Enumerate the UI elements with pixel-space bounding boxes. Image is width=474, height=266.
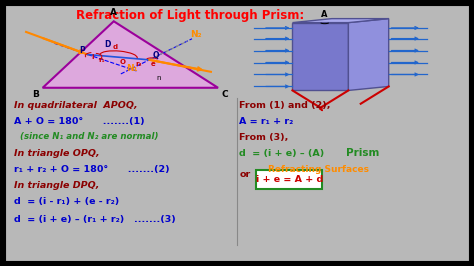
Text: N₁: N₁	[126, 64, 137, 73]
Text: i + e = A + d: i + e = A + d	[255, 175, 323, 184]
Text: (since N₁ and N₂ are normal): (since N₁ and N₂ are normal)	[17, 132, 158, 141]
Text: d: d	[112, 44, 118, 50]
Text: In quadrilateral  APOQ,: In quadrilateral APOQ,	[14, 101, 138, 110]
Text: A + O = 180°      .......(1): A + O = 180° .......(1)	[14, 117, 145, 126]
Text: A: A	[321, 10, 328, 19]
Text: In triangle OPQ,: In triangle OPQ,	[14, 149, 100, 158]
Text: r₁: r₁	[98, 57, 105, 63]
Text: e: e	[151, 61, 156, 67]
Text: O: O	[120, 59, 126, 65]
Text: n: n	[156, 75, 161, 81]
Text: Prism: Prism	[346, 148, 379, 158]
Text: From (3),: From (3),	[239, 133, 289, 142]
Text: From (1) and (2),: From (1) and (2),	[239, 101, 331, 110]
Polygon shape	[292, 19, 389, 23]
FancyBboxPatch shape	[256, 170, 322, 189]
Polygon shape	[292, 23, 348, 90]
Text: A = r₁ + r₂: A = r₁ + r₂	[239, 117, 293, 126]
Text: A: A	[110, 8, 117, 17]
Text: d  = (i + e) – (r₁ + r₂)   .......(3): d = (i + e) – (r₁ + r₂) .......(3)	[14, 215, 176, 224]
Text: B: B	[32, 90, 39, 99]
Text: D: D	[104, 40, 110, 49]
Text: r₁ + r₂ + O = 180°      .......(2): r₁ + r₂ + O = 180° .......(2)	[14, 165, 170, 174]
Text: or: or	[239, 170, 251, 179]
Polygon shape	[43, 21, 218, 88]
Text: i: i	[91, 54, 94, 60]
Text: Refraction of Light through Prism:: Refraction of Light through Prism:	[76, 9, 304, 22]
Text: r₂: r₂	[135, 61, 142, 68]
Text: P: P	[79, 46, 85, 55]
Text: Refracting Surfaces: Refracting Surfaces	[268, 165, 369, 174]
Polygon shape	[348, 19, 389, 90]
Text: d  = (i + e) – (A): d = (i + e) – (A)	[239, 149, 325, 158]
Text: d  = (i - r₁) + (e - r₂): d = (i - r₁) + (e - r₂)	[14, 197, 119, 206]
Text: C: C	[222, 90, 228, 99]
Text: Q: Q	[153, 51, 160, 60]
Text: In triangle DPQ,: In triangle DPQ,	[14, 181, 100, 190]
Text: N₂: N₂	[190, 30, 201, 39]
